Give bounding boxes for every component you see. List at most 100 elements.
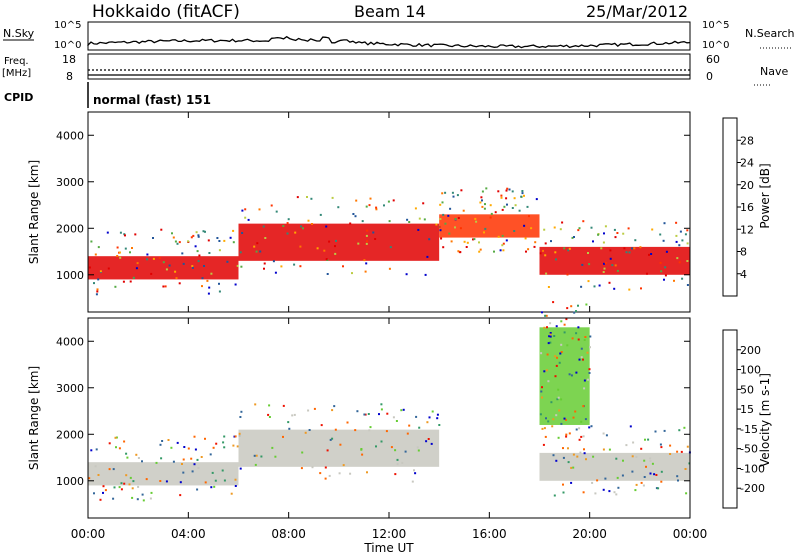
power-speckle xyxy=(375,208,378,211)
velocity-speckle xyxy=(669,444,672,447)
power-speckle xyxy=(457,217,460,219)
power-speckle xyxy=(664,274,667,277)
velocity-speckle xyxy=(546,353,549,356)
power-speckle xyxy=(307,219,310,222)
power-speckle xyxy=(602,241,605,244)
velocity-speckle xyxy=(313,407,316,410)
velocity-speckle xyxy=(549,335,552,338)
power-speckle xyxy=(203,265,205,267)
power-speckle xyxy=(542,249,544,252)
power-speckle xyxy=(93,282,95,285)
power-speckle xyxy=(490,212,493,215)
velocity-band-2 xyxy=(539,301,592,438)
power-speckle xyxy=(171,232,173,235)
power-speckle xyxy=(135,267,138,270)
velocity-ytick-label: 1000 xyxy=(56,475,84,488)
velocity-speckle xyxy=(587,378,589,381)
power-speckle xyxy=(625,251,628,254)
velocity-speckle xyxy=(150,491,153,494)
velocity-speckle xyxy=(583,339,586,341)
power-speckle xyxy=(497,235,500,238)
power-speckle xyxy=(478,241,480,244)
velocity-speckle xyxy=(558,361,561,364)
x-tick-label: 12:00 xyxy=(372,527,407,541)
velocity-speckle xyxy=(436,417,439,420)
power-speckle xyxy=(459,251,462,254)
power-speckle xyxy=(204,230,206,233)
velocity-speckle xyxy=(551,425,554,428)
power-speckle xyxy=(374,238,377,240)
velocity-speckle xyxy=(651,462,654,465)
power-speckle xyxy=(503,205,506,208)
power-speckle xyxy=(451,191,454,194)
power-speckle xyxy=(686,229,689,232)
power-speckle xyxy=(363,259,366,262)
velocity-speckle xyxy=(182,471,185,474)
velocity-speckle xyxy=(572,466,575,469)
velocity-speckle xyxy=(589,346,591,349)
velocity-speckle xyxy=(396,458,399,461)
power-speckle xyxy=(448,232,451,235)
power-speckle xyxy=(365,205,368,208)
power-ylabel: Slant Range [km] xyxy=(27,160,41,264)
power-speckle xyxy=(192,234,195,237)
power-speckle xyxy=(678,261,681,264)
power-speckle xyxy=(328,240,331,243)
power-speckle xyxy=(481,205,484,208)
velocity-speckle xyxy=(181,463,183,465)
velocity-speckle xyxy=(644,438,646,441)
power-speckle xyxy=(603,232,605,235)
power-speckle xyxy=(164,285,167,288)
velocity-speckle xyxy=(234,485,237,487)
power-speckle xyxy=(229,236,232,239)
power-speckle xyxy=(195,231,198,234)
velocity-speckle xyxy=(602,488,605,491)
power-speckle xyxy=(526,205,529,208)
nsky-label: N.Sky xyxy=(3,27,35,40)
velocity-speckle xyxy=(605,434,608,437)
power-speckle xyxy=(131,247,133,249)
velocity-speckle xyxy=(565,433,568,436)
power-speckle xyxy=(454,226,456,229)
velocity-speckle xyxy=(686,467,689,470)
power-speckle xyxy=(258,208,261,211)
velocity-speckle xyxy=(549,332,552,334)
velocity-speckle xyxy=(364,413,367,416)
power-colorbar-tick: 16 xyxy=(740,201,754,214)
power-speckle xyxy=(530,227,533,230)
velocity-speckle xyxy=(660,480,663,483)
velocity-speckle xyxy=(613,491,616,494)
power-speckle xyxy=(518,209,521,212)
power-speckle xyxy=(578,227,581,230)
velocity-speckle xyxy=(543,427,546,430)
velocity-speckle xyxy=(354,429,357,432)
power-speckle xyxy=(354,215,357,218)
power-speckle xyxy=(369,197,372,200)
power-speckle xyxy=(646,272,648,275)
freq-unit-label: [MHz] xyxy=(2,68,31,79)
power-speckle xyxy=(454,218,457,220)
velocity-speckle xyxy=(577,338,580,341)
velocity-speckle xyxy=(240,410,243,413)
velocity-speckle xyxy=(142,499,145,502)
power-speckle xyxy=(255,250,258,253)
velocity-speckle xyxy=(394,449,397,452)
velocity-speckle xyxy=(392,416,395,419)
power-speckle xyxy=(168,264,171,267)
velocity-speckle xyxy=(596,479,599,482)
power-speckle xyxy=(182,262,185,265)
velocity-speckle xyxy=(326,449,329,452)
power-speckle xyxy=(325,258,328,261)
power-speckle xyxy=(244,216,247,219)
velocity-speckle xyxy=(331,409,334,412)
power-speckle xyxy=(210,272,213,275)
velocity-speckle xyxy=(582,435,585,438)
velocity-speckle xyxy=(575,332,578,335)
velocity-speckle xyxy=(324,466,327,469)
power-speckle xyxy=(527,248,530,251)
power-speckle xyxy=(489,204,492,207)
cpid-label: CPID xyxy=(4,91,33,104)
x-tick-label: 04:00 xyxy=(171,527,206,541)
velocity-speckle xyxy=(680,450,683,453)
power-colorbar-tick: 12 xyxy=(740,223,754,236)
